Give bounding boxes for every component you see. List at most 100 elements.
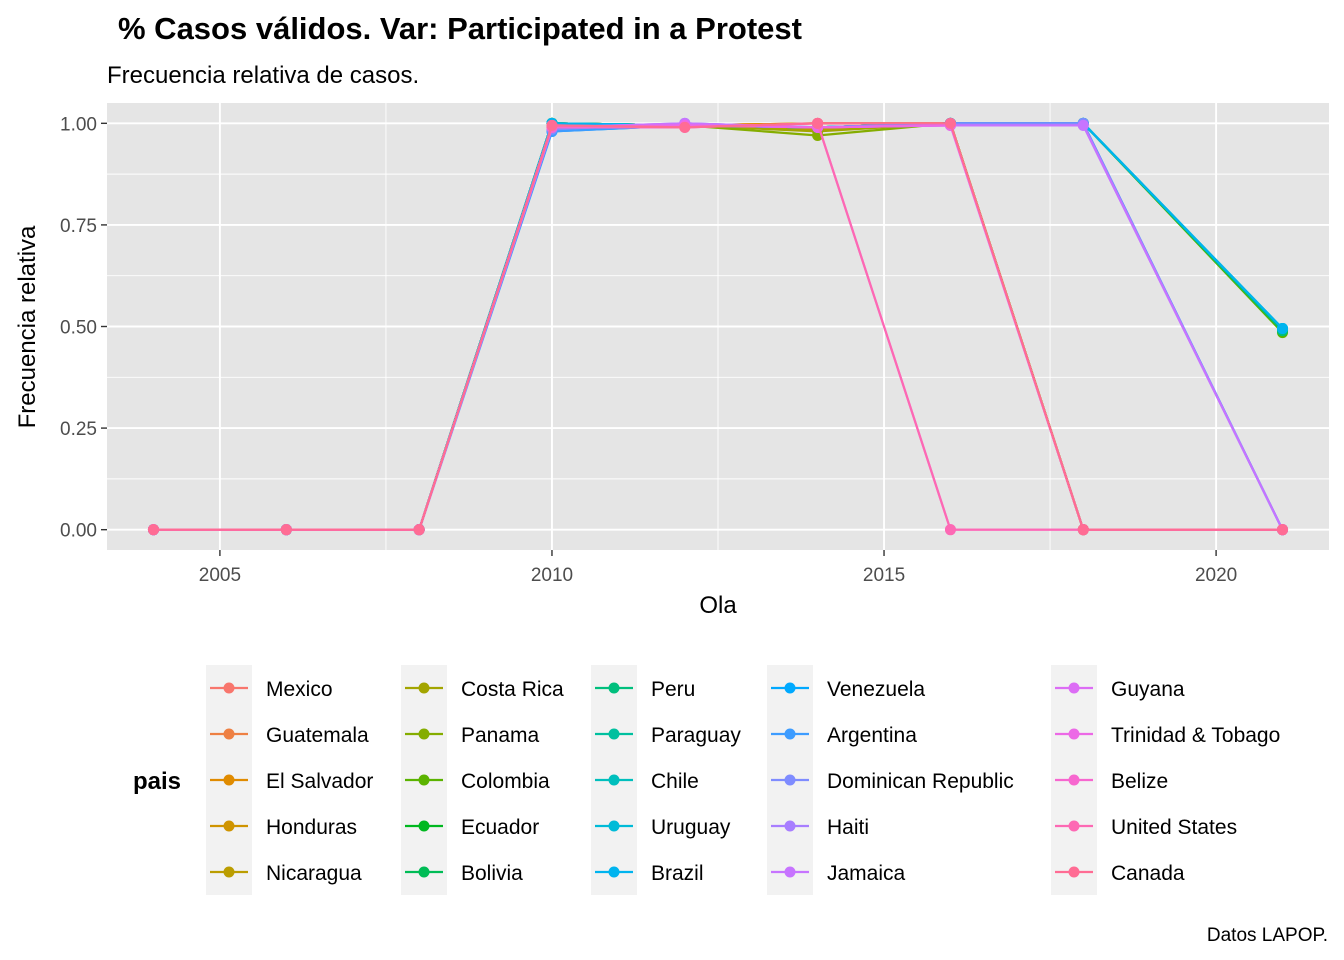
legend-item-nicaragua: Nicaragua xyxy=(206,849,362,895)
legend-key-point xyxy=(223,728,235,740)
legend-key-point xyxy=(608,866,620,878)
legend-item-colombia: Colombia xyxy=(401,757,550,803)
legend: Mexico Guatemala El Salvador Honduras Nicara… xyxy=(206,665,1280,895)
legend-key-point xyxy=(608,728,620,740)
legend-label: Costa Rica xyxy=(461,678,564,701)
y-axis-title: Frecuencia relativa xyxy=(14,225,41,428)
data-point-canada xyxy=(147,524,159,536)
x-tick-label: 2020 xyxy=(1195,565,1237,586)
data-point-canada xyxy=(812,117,824,129)
legend-key-point xyxy=(1068,728,1080,740)
legend-key-point xyxy=(784,866,796,878)
legend-item-panama: Panama xyxy=(401,711,540,757)
data-point-canada xyxy=(280,524,292,536)
legend-key-point xyxy=(1068,866,1080,878)
legend-key-point xyxy=(784,728,796,740)
legend-label: Colombia xyxy=(461,770,550,793)
legend-label: United States xyxy=(1111,816,1237,839)
data-point-canada xyxy=(679,121,691,133)
legend-item-costa-rica: Costa Rica xyxy=(401,665,564,711)
y-tick-label: 0.00 xyxy=(60,521,97,542)
legend-key-point xyxy=(223,682,235,694)
legend-label: Guatemala xyxy=(266,724,369,747)
legend-item-canada: Canada xyxy=(1051,849,1185,895)
legend-item-uruguay: Uruguay xyxy=(591,803,731,849)
legend-label: Honduras xyxy=(266,816,357,839)
legend-item-trinidad-tobago: Trinidad & Tobago xyxy=(1051,711,1280,757)
legend-label: Dominican Republic xyxy=(827,770,1014,793)
legend-label: Canada xyxy=(1111,862,1185,885)
legend-label: Ecuador xyxy=(461,816,539,839)
legend-label: Argentina xyxy=(827,724,917,747)
data-point-canada xyxy=(944,117,956,129)
legend-label: Brazil xyxy=(651,862,704,885)
legend-item-bolivia: Bolivia xyxy=(401,849,523,895)
legend-label: Panama xyxy=(461,724,540,747)
legend-label: Venezuela xyxy=(827,678,925,701)
legend-key-point xyxy=(418,728,430,740)
legend-label: Haiti xyxy=(827,816,869,839)
legend-item-paraguay: Paraguay xyxy=(591,711,741,757)
data-point-canada xyxy=(1277,524,1289,536)
legend-item-united-states: United States xyxy=(1051,803,1237,849)
legend-key-point xyxy=(1068,820,1080,832)
legend-item-argentina: Argentina xyxy=(767,711,917,757)
x-tick-label: 2010 xyxy=(531,565,573,586)
y-tick-label: 0.50 xyxy=(60,318,97,339)
legend-key-point xyxy=(418,820,430,832)
chart-title: % Casos válidos. Var: Participated in a … xyxy=(118,11,802,46)
legend-item-venezuela: Venezuela xyxy=(767,665,925,711)
legend-title: pais xyxy=(133,768,181,795)
legend-key-point xyxy=(418,682,430,694)
legend-label: El Salvador xyxy=(266,770,373,793)
legend-item-jamaica: Jamaica xyxy=(767,849,906,895)
legend-key-point xyxy=(418,866,430,878)
legend-key-point xyxy=(608,682,620,694)
x-tick-label: 2005 xyxy=(199,565,241,586)
data-point-jamaica xyxy=(1077,119,1089,131)
legend-item-honduras: Honduras xyxy=(206,803,357,849)
axes: 2005 2010 2015 2020 0.00 0.25 0.50 0.75 1.00 xyxy=(60,114,1237,586)
legend-key-point xyxy=(784,774,796,786)
legend-label: Mexico xyxy=(266,678,333,701)
chart-subtitle: Frecuencia relativa de casos. xyxy=(107,62,419,89)
legend-key-point xyxy=(223,866,235,878)
caption: Datos LAPOP. xyxy=(1207,925,1328,946)
legend-key-point xyxy=(223,774,235,786)
legend-item-el-salvador: El Salvador xyxy=(206,757,373,803)
legend-item-peru: Peru xyxy=(591,665,695,711)
data-point-canada xyxy=(1077,524,1089,536)
y-tick-label: 0.25 xyxy=(60,419,97,440)
y-tick-label: 1.00 xyxy=(60,114,97,135)
legend-item-guyana: Guyana xyxy=(1051,665,1185,711)
legend-label: Paraguay xyxy=(651,724,741,747)
legend-label: Uruguay xyxy=(651,816,731,839)
data-point-canada xyxy=(413,524,425,536)
legend-key-point xyxy=(1068,682,1080,694)
legend-label: Peru xyxy=(651,678,695,701)
series xyxy=(147,117,1289,536)
y-tick-label: 0.75 xyxy=(60,216,97,237)
legend-item-ecuador: Ecuador xyxy=(401,803,539,849)
legend-key-point xyxy=(784,682,796,694)
legend-item-mexico: Mexico xyxy=(206,665,333,711)
legend-label: Trinidad & Tobago xyxy=(1111,724,1280,747)
legend-item-guatemala: Guatemala xyxy=(206,711,369,757)
legend-item-dominican-republic: Dominican Republic xyxy=(767,757,1014,803)
legend-label: Guyana xyxy=(1111,678,1185,701)
data-point-brazil xyxy=(1277,323,1289,335)
legend-label: Belize xyxy=(1111,770,1168,793)
legend-key-point xyxy=(784,820,796,832)
legend-item-chile: Chile xyxy=(591,757,699,803)
legend-label: Chile xyxy=(651,770,699,793)
legend-item-brazil: Brazil xyxy=(591,849,704,895)
legend-label: Nicaragua xyxy=(266,862,362,885)
data-point-united-states xyxy=(944,524,956,536)
legend-key-point xyxy=(223,820,235,832)
legend-item-haiti: Haiti xyxy=(767,803,869,849)
legend-label: Bolivia xyxy=(461,862,523,885)
legend-key-point xyxy=(1068,774,1080,786)
legend-key-point xyxy=(608,774,620,786)
legend-label: Jamaica xyxy=(827,862,906,885)
legend-key-point xyxy=(418,774,430,786)
